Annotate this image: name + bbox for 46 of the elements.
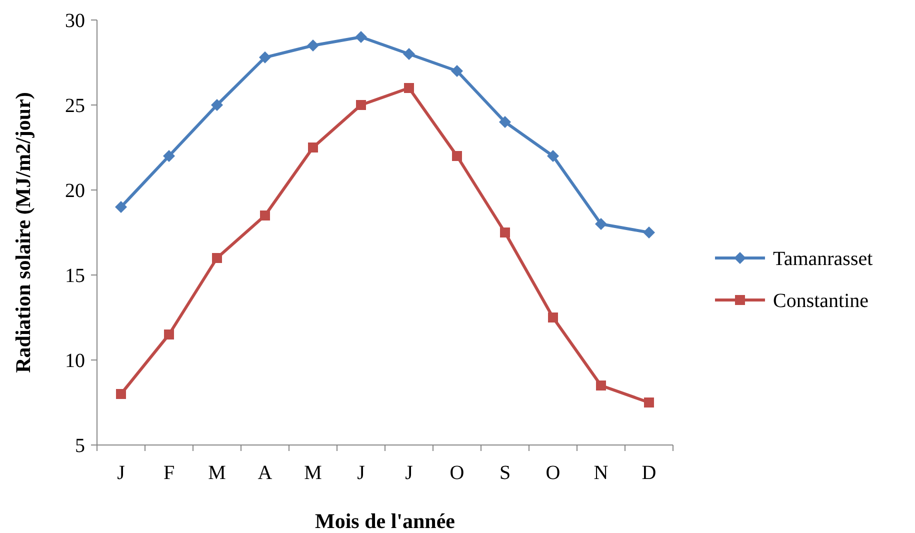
point [308, 142, 318, 152]
x-tick-label: J [357, 462, 366, 484]
y-tick-label: 30 [65, 10, 85, 32]
point [500, 228, 510, 238]
legend-label: Tamanrasset [773, 248, 874, 270]
x-tick-label: J [405, 462, 414, 484]
x-tick-label: A [258, 462, 273, 484]
point [499, 116, 511, 128]
x-tick-label: N [594, 462, 608, 484]
x-tick-label: O [546, 462, 560, 484]
point [643, 226, 655, 238]
point [164, 330, 174, 340]
x-tick-label: S [499, 462, 511, 484]
x-tick-label: M [304, 462, 322, 484]
point [355, 31, 367, 43]
point [547, 150, 559, 162]
point [259, 51, 271, 64]
point [595, 218, 607, 230]
y-tick-label: 20 [65, 180, 85, 202]
point [212, 253, 222, 263]
x-axis-title: Mois de l'année [315, 509, 455, 533]
point [451, 65, 463, 77]
y-tick-label: 15 [65, 265, 85, 287]
point [260, 210, 270, 220]
point [452, 151, 462, 161]
x-tick-label: J [117, 462, 126, 484]
y-tick-label: 5 [75, 435, 85, 457]
point [404, 83, 414, 93]
point [116, 389, 126, 399]
point [403, 48, 415, 60]
x-tick-label: O [450, 462, 464, 484]
x-tick-label: D [642, 462, 656, 484]
point [211, 99, 223, 111]
y-tick-label: 25 [65, 95, 85, 117]
point [596, 380, 606, 390]
point [307, 40, 319, 52]
point [356, 100, 366, 110]
y-axis-title: Radiation solaire (MJ/m2/jour) [11, 92, 35, 373]
point [115, 201, 127, 213]
point [644, 398, 654, 408]
y-tick-label: 10 [65, 350, 85, 372]
x-tick-label: M [208, 462, 226, 484]
point [163, 150, 175, 162]
x-tick-label: F [163, 462, 175, 484]
point [548, 312, 558, 322]
legend-label: Constantine [773, 290, 869, 312]
